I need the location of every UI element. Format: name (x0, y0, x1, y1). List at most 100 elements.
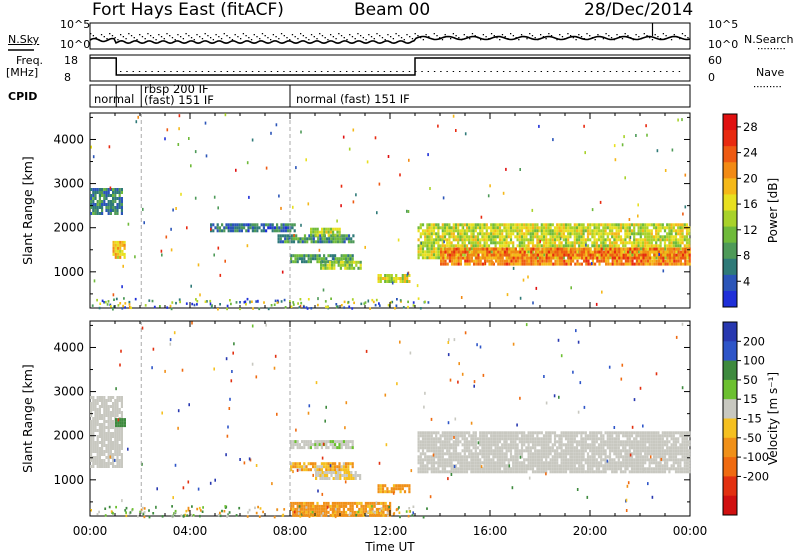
velocity-cell (448, 464, 451, 468)
velocity-cell (426, 449, 429, 453)
power-cell (428, 250, 431, 254)
power-cell (510, 259, 513, 263)
velocity-cell (595, 452, 598, 456)
nsearch-point (589, 35, 591, 37)
power-cell (583, 253, 586, 257)
power-cell (507, 226, 510, 230)
power-cell (437, 223, 440, 227)
velocity-cell (492, 458, 495, 462)
power-cell (435, 250, 438, 254)
velocity-cell (450, 470, 453, 474)
power-noise (397, 238, 400, 242)
velocity-cell (446, 452, 449, 456)
power-cell (334, 257, 337, 261)
power-cell (481, 253, 484, 257)
velocity-cell (540, 461, 543, 465)
velocity-cell (378, 507, 381, 511)
velocity-cell (417, 446, 420, 450)
velocity-cell (476, 470, 480, 474)
power-cell (507, 232, 510, 236)
station-title: Fort Hays East (fitACF) (92, 0, 284, 20)
power-cell (118, 203, 121, 206)
power-cell (637, 250, 640, 254)
power-noise (407, 210, 410, 213)
power-cell (432, 253, 436, 257)
velocity-cell (318, 440, 321, 444)
power-cell (563, 259, 566, 263)
velocity-cell (527, 467, 530, 471)
power-cell (618, 250, 621, 254)
velocity-cell (103, 438, 106, 441)
velocity-cell (417, 437, 420, 441)
power-cell (227, 226, 230, 230)
velocity-cell (578, 464, 581, 468)
power-cell (463, 235, 466, 239)
power-cell (646, 226, 649, 230)
velocity-cell (496, 443, 499, 447)
velocity-cell (562, 443, 565, 447)
velocity-cell (487, 461, 491, 465)
velocity-cell (479, 434, 482, 438)
velocity-cell (343, 471, 346, 474)
power-noise (281, 270, 284, 274)
power-noise (164, 137, 166, 141)
velocity-cell (315, 474, 318, 477)
velocity-cell (573, 437, 576, 441)
velocity-cell (290, 446, 293, 450)
power-cell (565, 253, 568, 257)
power-cell (517, 262, 520, 266)
velocity-cell (501, 443, 504, 447)
power-cell (677, 226, 680, 230)
power-cell (245, 223, 248, 227)
velocity-cell (584, 470, 587, 474)
power-cell (635, 241, 638, 245)
power-fringe (351, 298, 354, 301)
power-cell (479, 259, 482, 263)
velocity-cell (490, 440, 493, 444)
power-cell (562, 229, 565, 233)
velocity-cell (457, 470, 460, 474)
power-cell (116, 240, 120, 244)
power-cell (468, 253, 471, 257)
power-cell (653, 256, 656, 260)
velocity-cell (96, 447, 99, 450)
velocity-cell (600, 458, 603, 462)
velocity-cell (109, 423, 112, 426)
power-cell (527, 250, 530, 254)
power-cell (582, 235, 585, 239)
power-cell (631, 250, 634, 254)
nsearch-point (657, 36, 659, 38)
power-cell (551, 232, 554, 236)
power-cell (657, 235, 660, 239)
power-cell (408, 280, 411, 283)
power-noise (248, 195, 250, 199)
velocity-cell (523, 458, 526, 462)
power-cell (536, 229, 539, 233)
power-cell (551, 235, 554, 239)
power-cell (510, 250, 513, 254)
power-cell (650, 235, 653, 239)
power-fringe (324, 300, 327, 303)
nsearch-point (542, 36, 545, 38)
velocity-cell (507, 449, 510, 453)
power-cell (681, 232, 684, 236)
velocity-cell (378, 510, 381, 514)
nave-point (459, 71, 461, 72)
velocity-cell (518, 440, 521, 444)
velocity-cell (354, 477, 357, 480)
velocity-cell (321, 477, 324, 480)
velocity-cell (540, 455, 543, 459)
power-cell (580, 232, 583, 236)
velocity-cell (364, 501, 367, 505)
power-cell (572, 250, 575, 254)
power-cell (299, 237, 302, 241)
power-cell (103, 200, 106, 203)
velocity-cell (334, 510, 337, 514)
power-cell (529, 232, 532, 236)
power-cell (428, 235, 431, 239)
velocity-cell (301, 507, 304, 511)
velocity-cell (523, 464, 526, 468)
power-cell (529, 223, 532, 227)
velocity-cell (540, 431, 543, 435)
power-cell (441, 238, 444, 242)
